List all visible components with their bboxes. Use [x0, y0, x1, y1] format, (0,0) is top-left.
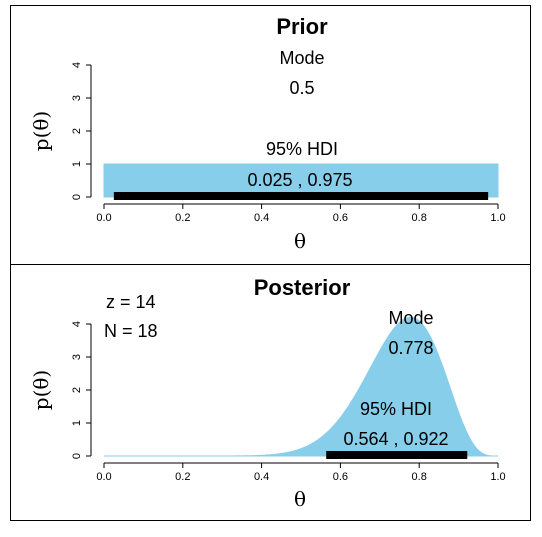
posterior-n-text: N = 18: [104, 321, 158, 341]
posterior-y-axis: 0 1 2 3 4: [71, 321, 92, 459]
prior-y-axis: 0 1 2 3 4: [71, 62, 92, 200]
prior-x-tick-label: 1.0: [490, 212, 505, 224]
posterior-density-area: [104, 316, 498, 457]
prior-x-tick-label: 0.2: [175, 212, 190, 224]
posterior-title: Posterior: [254, 275, 351, 300]
posterior-y-tick-label: 1: [71, 420, 83, 426]
prior-mode-label: Mode: [279, 48, 324, 68]
posterior-y-tick-label: 2: [71, 387, 83, 393]
posterior-x-tick-label: 0.6: [333, 471, 348, 483]
prior-y-tick-label: 3: [71, 95, 83, 101]
prior-x-axis: 0.0 0.2 0.4 0.6 0.8 1.0: [96, 203, 506, 224]
figure-border-lower: [10, 264, 531, 521]
prior-x-label: θ: [294, 229, 306, 253]
figure-border: [10, 5, 531, 265]
posterior-mode-value: 0.778: [388, 338, 433, 358]
prior-x-tick-label: 0.8: [412, 212, 427, 224]
prior-y-tick-label: 1: [71, 161, 83, 167]
prior-y-tick-label: 0: [71, 194, 83, 200]
prior-y-tick-label: 4: [71, 62, 83, 68]
prior-x-tick-label: 0.0: [96, 212, 111, 224]
posterior-y-tick-label: 0: [71, 453, 83, 459]
posterior-x-tick-label: 1.0: [490, 471, 505, 483]
posterior-y-tick-label: 4: [71, 321, 83, 327]
posterior-mode-label: Mode: [388, 308, 433, 328]
posterior-y-label: p(θ): [29, 370, 53, 410]
posterior-x-tick-label: 0.2: [175, 471, 190, 483]
prior-x-tick-label: 0.6: [333, 212, 348, 224]
posterior-area-layer: [104, 316, 498, 457]
posterior-x-tick-label: 0.8: [412, 471, 427, 483]
prior-y-tick-label: 2: [71, 128, 83, 134]
prior-hdi-label: 95% HDI: [266, 139, 338, 159]
prior-title: Prior: [276, 14, 328, 39]
posterior-hdi-values: 0.564 , 0.922: [343, 429, 448, 449]
prior-mode-value: 0.5: [289, 78, 314, 98]
prior-y-label: p(θ): [29, 111, 53, 151]
posterior-x-tick-label: 0.0: [96, 471, 111, 483]
posterior-panel: 0.0 0.2 0.4 0.6 0.8 1.0 0 1 2 3 4 Posterior z = 1…: [29, 275, 506, 511]
posterior-x-axis: 0.0 0.2 0.4 0.6 0.8 1.0: [96, 462, 506, 483]
prior-hdi-values: 0.025 , 0.975: [247, 170, 352, 190]
posterior-x-tick-label: 0.4: [254, 471, 269, 483]
posterior-x-label: θ: [294, 487, 306, 511]
prior-x-tick-label: 0.4: [254, 212, 269, 224]
posterior-z-text: z = 14: [106, 292, 156, 312]
posterior-y-tick-label: 3: [71, 354, 83, 360]
posterior-hdi-label: 95% HDI: [360, 399, 432, 419]
